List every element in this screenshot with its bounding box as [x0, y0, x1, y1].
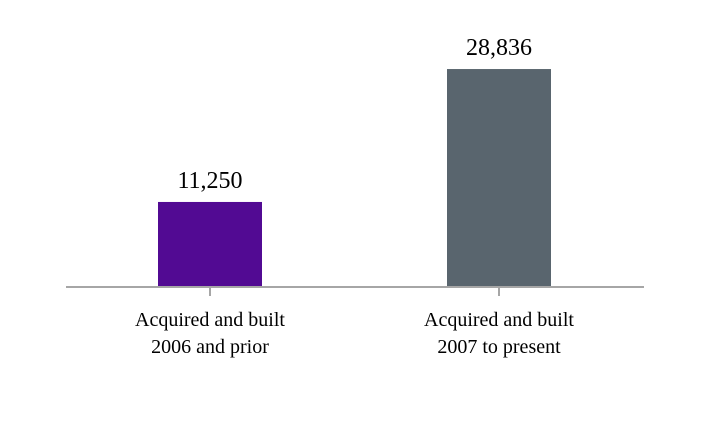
x-axis — [66, 286, 644, 296]
labels-layer: 11,250 28,836 Acquired and built 2006 and p… — [135, 35, 574, 358]
bar-2 — [447, 69, 551, 287]
data-label-1: 11,250 — [177, 168, 242, 194]
data-label-2: 28,836 — [466, 35, 532, 61]
x-tick-label-2: Acquired and built 2007 to present — [424, 309, 574, 358]
bars-layer — [158, 69, 551, 287]
x-tick-label-line: Acquired and built — [135, 309, 285, 331]
x-tick-label-1: Acquired and built 2006 and prior — [135, 309, 285, 358]
x-tick-label-line: Acquired and built — [424, 309, 574, 331]
x-tick-label-line: 2007 to present — [437, 336, 561, 358]
bar-1 — [158, 201, 262, 287]
x-tick-label-line: 2006 and prior — [151, 336, 269, 358]
